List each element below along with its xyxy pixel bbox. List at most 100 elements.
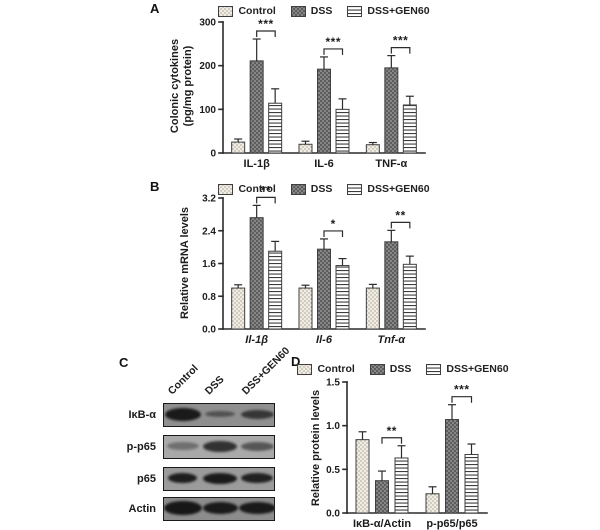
significance-label: ** [261,183,271,197]
y-tick-label: 0.5 [326,465,340,476]
legend-item-dss: DSS [290,5,333,17]
bar-panel-b-dss [249,217,264,330]
legend-label: DSS [310,5,333,17]
legend-swatch-cross [290,183,306,195]
legend-label: DSS [389,363,412,375]
y-tick-label: 200 [199,61,216,72]
x-category-label: Tnf-α [378,334,407,346]
y-tick-label: 100 [199,105,216,116]
protein-band [203,472,237,484]
x-category-label: IL-6 [314,158,334,170]
protein-band [238,502,274,515]
panel-a-chart: 0 100 200 300 IL-1β IL-6 TNF-α *** *** *** [199,17,426,170]
legend-swatch-dots [297,363,313,375]
bar-panel-b-control [231,287,246,330]
legend-label: DSS+GEN60 [367,5,430,17]
y-tick-label: 0.0 [326,509,340,520]
legend-item-control: Control [218,183,276,195]
y-tick-label: 1.0 [326,421,340,432]
bar-panel-d-dss-gen60 [464,453,479,514]
bar-panel-a-dss [249,60,264,154]
bar-panel-b-dss [317,248,331,330]
bar-panel-d-dss [445,419,459,514]
blot-lane-label-dss-gen60: DSS+GEN60 [240,344,293,398]
significance-bracket [390,221,411,229]
legend-item-dss-gen60: DSS+GEN60 [426,363,509,375]
legend-item-dss-gen60: DSS+GEN60 [347,183,430,195]
legend-item-dss: DSS [290,183,333,195]
x-category-label: IL-1β [244,158,271,170]
y-tick-label: 300 [199,18,216,29]
blot-strip-p-p65 [163,435,275,459]
x-category-label: TNF-α [375,158,407,170]
legend-item-control: Control [297,363,355,375]
blot-lane-label-control: Control [165,362,201,398]
panel-a-label: A [150,1,160,16]
bar-panel-b-dss-gen60 [402,263,417,330]
x-category-label: IκB-α/Actin [353,518,411,530]
legend-panel-b: Control DSS DSS+GEN60 [214,181,434,197]
bar-panel-b-control [365,287,380,330]
panel-b-label: B [150,179,160,194]
bar-panel-a-dss [384,67,399,154]
y-tick-label: 0.0 [202,325,216,336]
significance-bracket [256,30,276,38]
y-tick-label: 1.5 [326,378,340,389]
protein-band [203,440,237,452]
protein-band [241,473,274,484]
protein-band [164,501,202,516]
blot-row-label-p65: p65 [137,473,156,485]
legend-swatch-cross [290,5,306,17]
legend-label: DSS+GEN60 [367,183,430,195]
blot-lane-label-dss: DSS [202,373,227,398]
significance-label: *** [393,34,409,48]
significance-label: *** [325,35,341,49]
bar-panel-d-control [355,439,370,514]
x-category-label: Il-6 [316,334,333,346]
legend-item-dss: DSS [369,363,412,375]
bar-panel-b-dss [384,241,399,330]
legend-label: Control [317,363,355,375]
legend-label: Control [238,5,276,17]
y-tick-label: 0 [210,149,216,160]
legend-label: DSS+GEN60 [446,363,509,375]
legend-swatch-cross [369,363,385,375]
protein-band [240,409,274,419]
panel-d-label: D [291,354,301,369]
bar-panel-a-dss [317,68,331,154]
significance-label: ** [395,208,405,222]
legend-swatch-dots [218,5,234,17]
significance-label: *** [258,17,274,31]
bar-panel-a-control [231,141,246,154]
panel-c-western-blot: Control DSS DSS+GEN60 IκB-α p-p65 p65 Actin [110,345,300,530]
legend-item-dss-gen60: DSS+GEN60 [347,5,430,17]
panel-b-chart: 0.00.81.62.43.2Il-1β Il-6 Tnf-α***** [202,183,426,346]
protein-band [168,473,198,484]
blot-strip-p65 [163,467,275,491]
protein-band [205,411,235,418]
y-tick-label: 3.2 [202,194,216,205]
bar-panel-d-dss [375,480,389,514]
protein-band [240,441,274,451]
significance-bracket [381,437,403,444]
y-tick-label: 2.4 [202,226,216,237]
significance-bracket [451,396,473,403]
legend-panel-a: Control DSS DSS+GEN60 [214,3,434,19]
legend-label: Control [238,183,276,195]
y-tick-label: 1.6 [202,259,216,270]
blot-row-label-actin: Actin [128,503,157,515]
x-category-label: p-p65/p65 [426,518,477,530]
blot-strip-i-b- [163,403,275,427]
bar-panel-a-dss-gen60 [268,102,283,154]
legend-label: DSS [310,183,333,195]
legend-swatch-hlines [347,183,363,195]
significance-bracket [256,196,276,204]
bar-panel-a-dss-gen60 [335,108,350,154]
significance-bracket [323,48,344,55]
protein-band [202,502,238,515]
blot-strip-actin [163,497,275,521]
legend-swatch-hlines [347,5,363,17]
legend-item-control: Control [218,5,276,17]
